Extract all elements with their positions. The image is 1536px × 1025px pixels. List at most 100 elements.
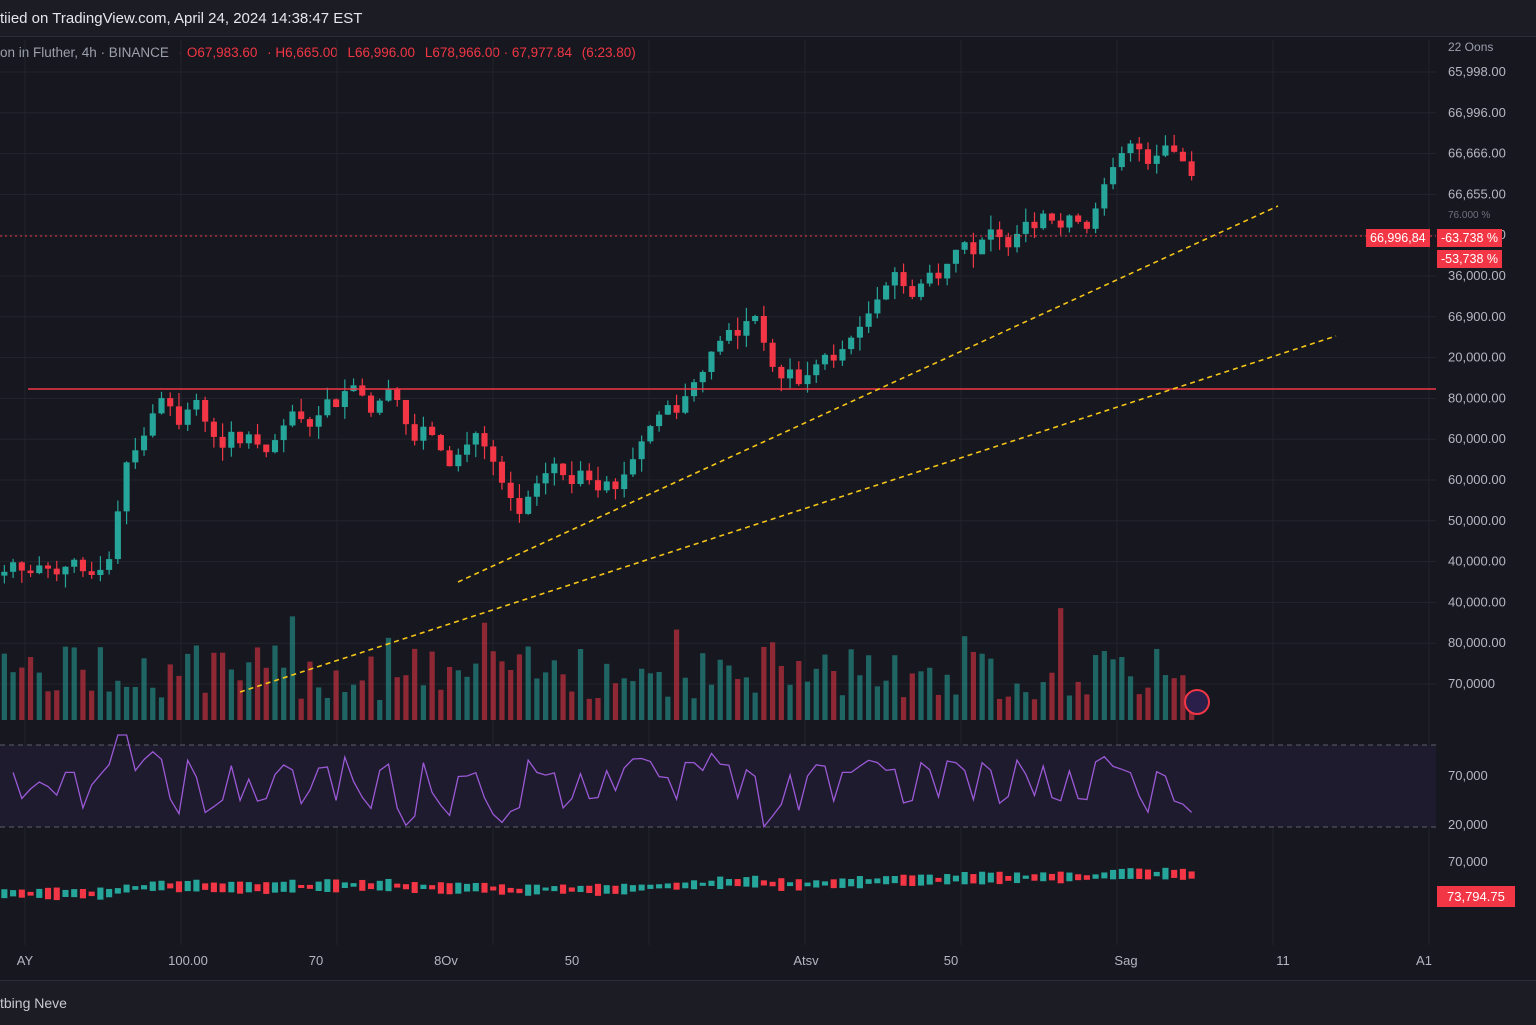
indicator-candle [175,881,183,893]
volume-bar [368,656,374,720]
candle-body [1144,149,1152,164]
indicator-candle [987,872,994,883]
price-axis-tick: 50,000.00 [1448,513,1506,528]
candlesticks [1,134,1195,588]
candle-body [271,440,279,453]
indicator-candle [507,887,514,893]
volume-bar [298,698,304,720]
candle-body [27,570,34,574]
candle-body [900,272,907,287]
candle-body [621,474,628,490]
legend-low: L66,996.00 [347,45,416,60]
indicator-candle [944,874,951,885]
candle-body [1048,213,1056,221]
indicator-candle [542,887,549,891]
rsi-axis-tick: 70,000 [1448,768,1488,783]
volume-bar [1101,651,1107,720]
volume-bar [10,672,16,720]
volume-bar [455,670,461,720]
candle-body [79,559,86,572]
indicator-candle [1110,869,1117,880]
candle-body [944,263,951,279]
indicator-axis-tick: 70,000 [1448,854,1488,869]
candle-body [62,566,69,575]
indicator-candle [638,884,645,891]
indicator-candle [1101,872,1108,879]
symbol-name[interactable]: on in Fluther, 4h · BINANCE [0,45,169,60]
indicator-candle [219,883,226,893]
trendline-upper [457,205,1279,583]
chart-axes: 65,998.0066,996.0066,666.0066,655.0016,9… [17,64,1506,968]
indicator-candle [909,875,916,887]
indicator-candle [856,876,863,889]
indicator-candle [359,879,366,891]
candle-body [132,450,139,463]
candle-body [315,415,322,427]
volume-bar [543,672,549,720]
indicator-candle [778,878,785,891]
indicator-candle [1040,872,1047,882]
candle-body [158,398,165,414]
candle-body [533,483,540,497]
candle-body [219,436,226,448]
volume-bar [1154,648,1160,720]
indicator-candle [1075,874,1082,881]
volume-bar [45,691,51,720]
candle-body [560,463,567,476]
chart-snapshot-title: tiied on TradingView.com, April 24, 2024… [0,10,363,27]
candle-body [490,446,497,462]
price-axis-tick: 60,000.00 [1448,472,1506,487]
volume-bar [752,692,758,720]
volume-bar [988,658,994,720]
candle-body [184,409,191,425]
candle-body [1188,161,1195,176]
indicator-candle [699,882,706,886]
price-axis-tick: 65,998.00 [1448,64,1506,79]
volume-bar [621,678,627,720]
symbol-legend[interactable]: on in Fluther, 4h · BINANCE · O67,983.60… [0,45,636,60]
indicator-candle [97,887,104,900]
chart-overlays [0,205,1436,715]
candle-body [577,470,584,484]
indicator-candle [437,882,444,894]
candle-body [1,571,8,576]
indicator-candle [79,889,86,899]
volume-bar [839,695,846,720]
time-axis-tick: Atsv [793,953,819,968]
volume-bar [1127,676,1134,720]
candle-body [1110,167,1117,185]
volume-bar [577,648,584,720]
indicator-value-tag: 73,794.75 [1437,886,1515,907]
volume-bar [883,680,889,720]
volume-bar [569,691,575,720]
volume-bar [71,647,77,720]
candle-body [752,316,759,322]
indicator-candle [341,882,348,889]
candle-body [1179,151,1186,162]
indicator-candle [315,881,322,892]
indicator-candle [516,888,523,894]
indicator-candle [123,884,130,893]
volume-bar [473,663,479,720]
volume-bar [1058,608,1064,720]
volume-bar [281,667,287,720]
volume-bar [804,681,811,720]
candle-body [813,364,820,376]
volume-bar [787,684,793,720]
indicator-pane [1,867,1195,901]
candle-body [306,419,313,427]
volume-bar [1031,699,1038,720]
legend-change: (6:23.80) [581,45,636,60]
candle-body [542,473,549,484]
footer-text[interactable]: tbing Neve [0,995,67,1011]
indicator-candle [429,885,436,890]
candle-body [848,337,855,350]
indicator-candle [1031,874,1038,881]
price-axis-tick: 40,000.00 [1448,554,1506,569]
indicator-candle [874,878,881,884]
candle-body [228,431,235,448]
volume-bar [228,669,234,720]
volume-bar [1092,655,1099,720]
indicator-candle [725,879,733,886]
